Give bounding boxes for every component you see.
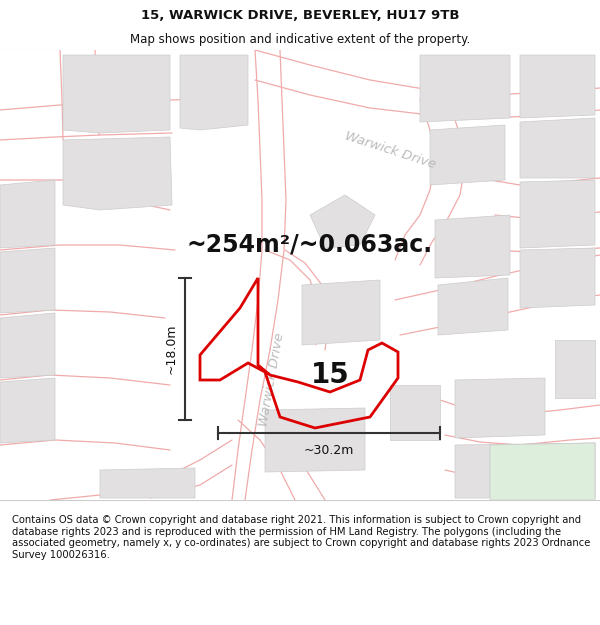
Polygon shape [420, 55, 510, 122]
Polygon shape [63, 55, 170, 133]
Text: ~254m²/~0.063ac.: ~254m²/~0.063ac. [187, 233, 433, 257]
Polygon shape [100, 468, 195, 498]
Polygon shape [555, 340, 595, 398]
Polygon shape [0, 313, 55, 378]
Polygon shape [0, 378, 55, 443]
Text: Contains OS data © Crown copyright and database right 2021. This information is : Contains OS data © Crown copyright and d… [12, 515, 590, 560]
Polygon shape [520, 118, 595, 178]
Polygon shape [0, 180, 55, 248]
Polygon shape [435, 215, 510, 278]
Polygon shape [520, 55, 595, 118]
Polygon shape [310, 195, 375, 248]
Polygon shape [430, 125, 505, 185]
Polygon shape [490, 443, 595, 498]
Polygon shape [455, 378, 545, 438]
Polygon shape [520, 180, 595, 248]
Text: ~18.0m: ~18.0m [164, 324, 178, 374]
Polygon shape [63, 137, 172, 210]
Polygon shape [265, 408, 365, 472]
Text: 15: 15 [311, 361, 349, 389]
Polygon shape [520, 248, 595, 308]
Polygon shape [302, 280, 380, 345]
Text: Map shows position and indicative extent of the property.: Map shows position and indicative extent… [130, 32, 470, 46]
Polygon shape [490, 443, 595, 500]
Polygon shape [0, 248, 55, 313]
Polygon shape [180, 55, 248, 130]
Polygon shape [438, 278, 508, 335]
Polygon shape [390, 385, 440, 440]
Text: Warwick Drive: Warwick Drive [343, 129, 437, 171]
Polygon shape [455, 443, 595, 498]
Text: ~30.2m: ~30.2m [304, 444, 354, 458]
Text: Warwick Drive: Warwick Drive [257, 332, 287, 428]
Text: 15, WARWICK DRIVE, BEVERLEY, HU17 9TB: 15, WARWICK DRIVE, BEVERLEY, HU17 9TB [141, 9, 459, 21]
